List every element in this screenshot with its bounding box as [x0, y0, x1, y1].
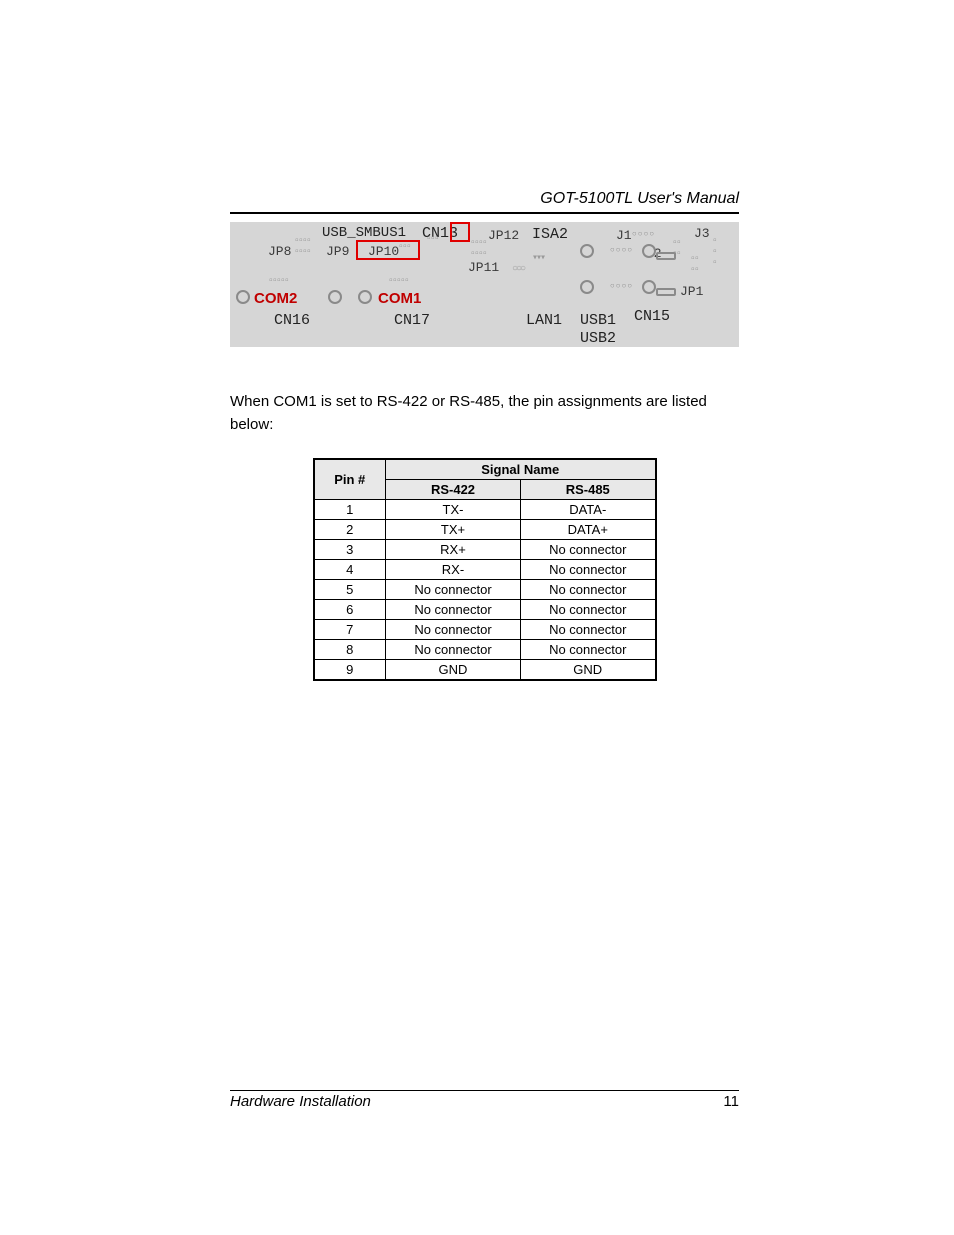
lbl-cn17: CN17: [394, 312, 430, 329]
pins-d: ○○○: [512, 264, 524, 275]
redbox-jp10: [356, 240, 420, 260]
th-rs485: RS-485: [521, 480, 656, 500]
pins-e: ▫▫▫▫: [690, 254, 698, 276]
dots-a: ○○○○: [610, 246, 633, 255]
pins-jp8: ▫▫▫▫▫▫▫▫: [294, 236, 310, 258]
dots-b: ○○○○: [610, 282, 633, 291]
hole-5: [580, 244, 594, 258]
hole-3: [358, 290, 372, 304]
hole-6: [642, 244, 656, 258]
lbl-isa2: ISA2: [532, 226, 568, 243]
lbl-jp9: JP9: [326, 244, 349, 259]
lbl-com2: COM2: [254, 290, 297, 307]
page: GOT-5100TL User's Manual USB_SMBUS1 CN13…: [0, 0, 954, 1235]
lbl-jp1: JP1: [680, 284, 703, 299]
footer-section: Hardware Installation: [230, 1093, 371, 1110]
hole-8: [642, 280, 656, 294]
pins-com2: ▫▫▫▫▫: [268, 276, 288, 287]
header-title: GOT-5100TL User's Manual: [230, 190, 739, 208]
table-row: 1TX-DATA-: [314, 500, 656, 520]
lbl-com1: COM1: [378, 290, 421, 307]
intro-text: When COM1 is set to RS-422 or RS-485, th…: [230, 391, 739, 436]
footer-page: 11: [723, 1093, 739, 1110]
slot-a: [656, 252, 676, 260]
table-row: 7No connectorNo connector: [314, 620, 656, 640]
header-rule: [230, 212, 739, 214]
hole-7: [580, 280, 594, 294]
pins-jp10: ▫▫▫: [398, 242, 410, 253]
lbl-j3: J3: [694, 226, 710, 241]
lbl-cn16: CN16: [274, 312, 310, 329]
board-diagram: USB_SMBUS1 CN13 JP12 ISA2 J1 J3 JP8 JP9 …: [230, 222, 739, 347]
redbox-cn13: [450, 222, 470, 242]
pins-a: ▫▫▫: [426, 234, 438, 245]
pin-table: Pin # Signal Name RS-422 RS-485 1TX-DATA…: [313, 458, 657, 681]
table-row: 5No connectorNo connector: [314, 580, 656, 600]
lbl-usb2: USB2: [580, 330, 616, 347]
table-row: 6No connectorNo connector: [314, 600, 656, 620]
lbl-usb1: USB1: [580, 312, 616, 329]
pins-com1: ▫▫▫▫▫: [388, 276, 408, 287]
th-rs422: RS-422: [386, 480, 521, 500]
pins-b: ▫▫▫▫▫▫▫▫: [470, 238, 486, 260]
lbl-cn15: CN15: [634, 308, 670, 325]
hole-1: [236, 290, 250, 304]
pins-j3: ▫▫▫: [712, 236, 716, 269]
lbl-jp8: JP8: [268, 244, 291, 259]
table-row: 3RX+No connector: [314, 540, 656, 560]
pins-c: ▾▾▾: [532, 252, 544, 264]
footer: Hardware Installation 11: [230, 1090, 739, 1110]
table-row: 2TX+DATA+: [314, 520, 656, 540]
slot-b: [656, 288, 676, 296]
table-row: 9GNDGND: [314, 660, 656, 681]
footer-rule: [230, 1090, 739, 1091]
lbl-lan1: LAN1: [526, 312, 562, 329]
table-row: 8No connectorNo connector: [314, 640, 656, 660]
th-signal: Signal Name: [386, 459, 656, 480]
lbl-jp11: JP11: [468, 260, 499, 275]
lbl-jp12: JP12: [488, 228, 519, 243]
lbl-j1: J1: [616, 228, 632, 243]
pin-table-body: 1TX-DATA- 2TX+DATA+ 3RX+No connector 4RX…: [314, 500, 656, 681]
hole-2: [328, 290, 342, 304]
dots-j1: ○○○○: [632, 230, 655, 239]
table-row: 4RX-No connector: [314, 560, 656, 580]
lbl-usb-smbus1: USB_SMBUS1: [322, 225, 406, 241]
th-pin: Pin #: [314, 459, 386, 500]
